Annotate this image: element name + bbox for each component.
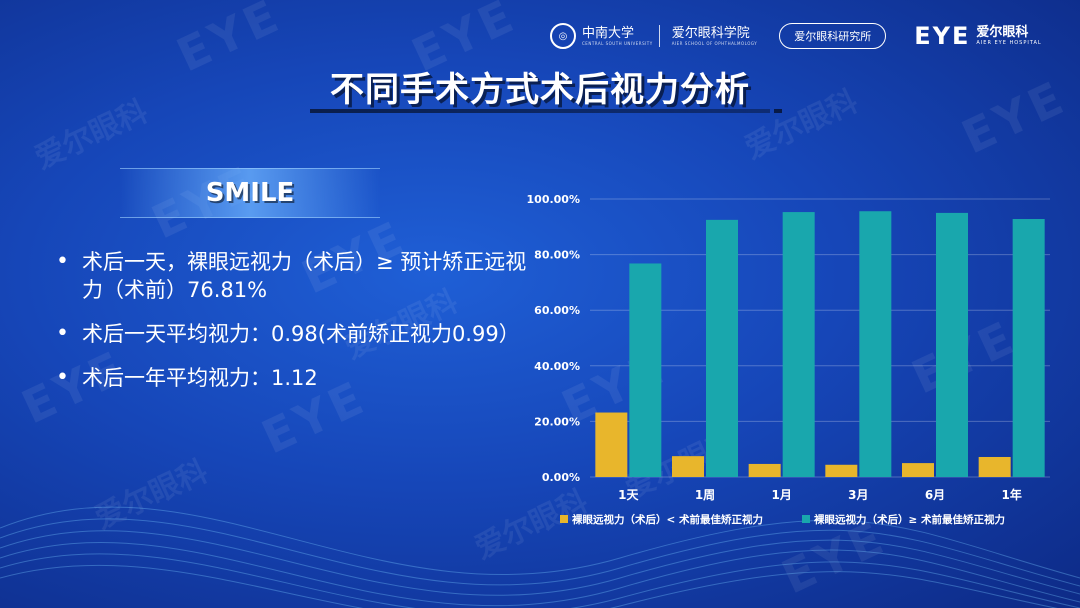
legend-swatch bbox=[802, 515, 810, 523]
hospital-en: AIER EYE HOSPITAL bbox=[976, 40, 1042, 46]
logo-divider bbox=[658, 25, 660, 47]
bar-above-bcva bbox=[936, 212, 968, 477]
bar-above-bcva bbox=[1012, 219, 1045, 477]
slide-title: 不同手术方式术后视力分析 bbox=[330, 70, 750, 110]
y-tick-label: 80.00% bbox=[534, 249, 580, 262]
y-tick-label: 20.00% bbox=[534, 415, 580, 428]
bar-below-bcva bbox=[902, 463, 934, 477]
bar-below-bcva bbox=[672, 456, 704, 477]
bullet-item: 术后一天，裸眼远视力（术后）≥ 预计矫正远视力（术前）76.81% bbox=[56, 248, 536, 304]
chart-svg: 0.00% 20.00% 40.00% 60.00% 80.00% 100.00% 1天 1周… bbox=[527, 193, 1050, 526]
y-tick-label: 0.00% bbox=[542, 471, 580, 484]
hospital-logo: EYE 爱尔眼科 AIER EYE HOSPITAL bbox=[914, 22, 1041, 50]
x-tick-label: 6月 bbox=[925, 488, 945, 502]
section-label: SMILE bbox=[205, 178, 295, 208]
legend-label: 裸眼远视力（术后）< 术前最佳矫正视力 bbox=[572, 513, 763, 526]
bar-above-bcva bbox=[782, 212, 815, 478]
eye-logo-icon: EYE bbox=[914, 22, 971, 50]
bar-below-bcva bbox=[595, 412, 628, 477]
bar-above-bcva bbox=[629, 263, 662, 477]
university-seal-icon: ◎ bbox=[550, 23, 576, 49]
bar-chart: 0.00% 20.00% 40.00% 60.00% 80.00% 100.00% 1天 1周… bbox=[520, 185, 1060, 545]
school-logo: 爱尔眼科学院 AIER SCHOOL OF OPHTHALMOLOGY bbox=[672, 27, 758, 46]
x-tick-label: 3月 bbox=[848, 488, 868, 502]
bar-above-bcva bbox=[706, 219, 738, 477]
y-tick-label: 100.00% bbox=[527, 193, 580, 206]
bar-below-bcva bbox=[748, 463, 781, 477]
bullet-list: 术后一天，裸眼远视力（术后）≥ 预计矫正远视力（术前）76.81% 术后一天平均… bbox=[56, 248, 536, 408]
bar-below-bcva bbox=[978, 456, 1011, 477]
legend-label: 裸眼远视力（术后）≥ 术前最佳矫正视力 bbox=[814, 513, 1005, 526]
university-sub: CENTRAL SOUTH UNIVERSITY bbox=[582, 40, 653, 46]
x-tick-label: 1天 bbox=[618, 488, 639, 502]
bar-above-bcva bbox=[859, 211, 892, 477]
school-sub: AIER SCHOOL OF OPHTHALMOLOGY bbox=[671, 40, 758, 46]
y-tick-label: 60.00% bbox=[534, 304, 580, 317]
university-logo: 中南大学 CENTRAL SOUTH UNIVERSITY bbox=[582, 27, 653, 46]
bar-below-bcva bbox=[825, 464, 858, 477]
hospital-name: 爱尔眼科 bbox=[976, 25, 1029, 40]
university-name: 中南大学 bbox=[582, 25, 635, 41]
school-name: 爱尔眼科学院 bbox=[671, 25, 750, 41]
y-tick-label: 40.00% bbox=[534, 360, 580, 373]
x-tick-label: 1周 bbox=[695, 488, 715, 502]
wave-decoration bbox=[0, 506, 1080, 608]
x-tick-label: 1年 bbox=[1001, 487, 1021, 502]
x-tick-label: 1月 bbox=[771, 488, 791, 502]
legend-swatch bbox=[560, 515, 568, 523]
bullet-item: 术后一天平均视力：0.98(术前矫正视力0.99） bbox=[56, 320, 536, 348]
title-underline bbox=[310, 109, 782, 113]
section-banner: SMILE bbox=[120, 168, 380, 218]
header-logos: ◎ 中南大学 CENTRAL SOUTH UNIVERSITY 爱尔眼科学院 A… bbox=[550, 20, 1050, 52]
bullet-item: 术后一年平均视力：1.12 bbox=[56, 364, 536, 392]
institute-badge: 爱尔眼科研究所 bbox=[779, 23, 887, 49]
